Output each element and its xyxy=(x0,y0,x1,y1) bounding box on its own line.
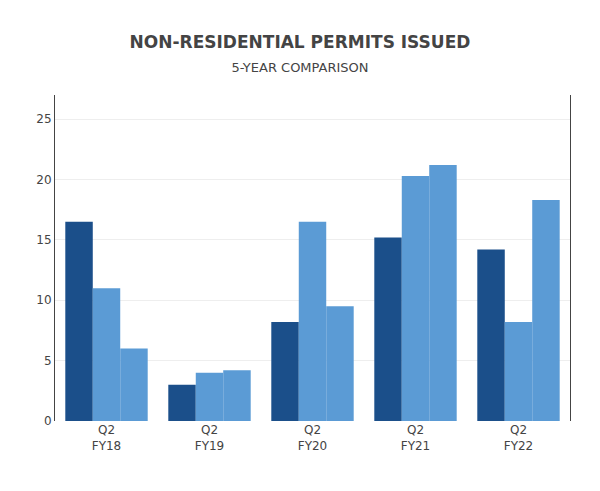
svg-text:5-YEAR COMPARISON: 5-YEAR COMPARISON xyxy=(231,60,368,75)
svg-text:Q2FY20: Q2FY20 xyxy=(298,423,328,453)
svg-text:15: 15 xyxy=(36,233,51,247)
svg-text:Q2FY18: Q2FY18 xyxy=(92,423,122,453)
svg-text:10: 10 xyxy=(36,293,51,307)
svg-text:20: 20 xyxy=(36,173,51,187)
svg-text:NON-RESIDENTIAL PERMITS ISSUED: NON-RESIDENTIAL PERMITS ISSUED xyxy=(130,32,471,52)
svg-text:25: 25 xyxy=(36,112,51,126)
svg-text:0: 0 xyxy=(44,414,52,428)
svg-text:Q2FY22: Q2FY22 xyxy=(504,423,534,453)
svg-text:5: 5 xyxy=(44,354,52,368)
svg-text:Q2FY21: Q2FY21 xyxy=(401,423,431,453)
svg-text:Q2FY19: Q2FY19 xyxy=(195,423,225,453)
